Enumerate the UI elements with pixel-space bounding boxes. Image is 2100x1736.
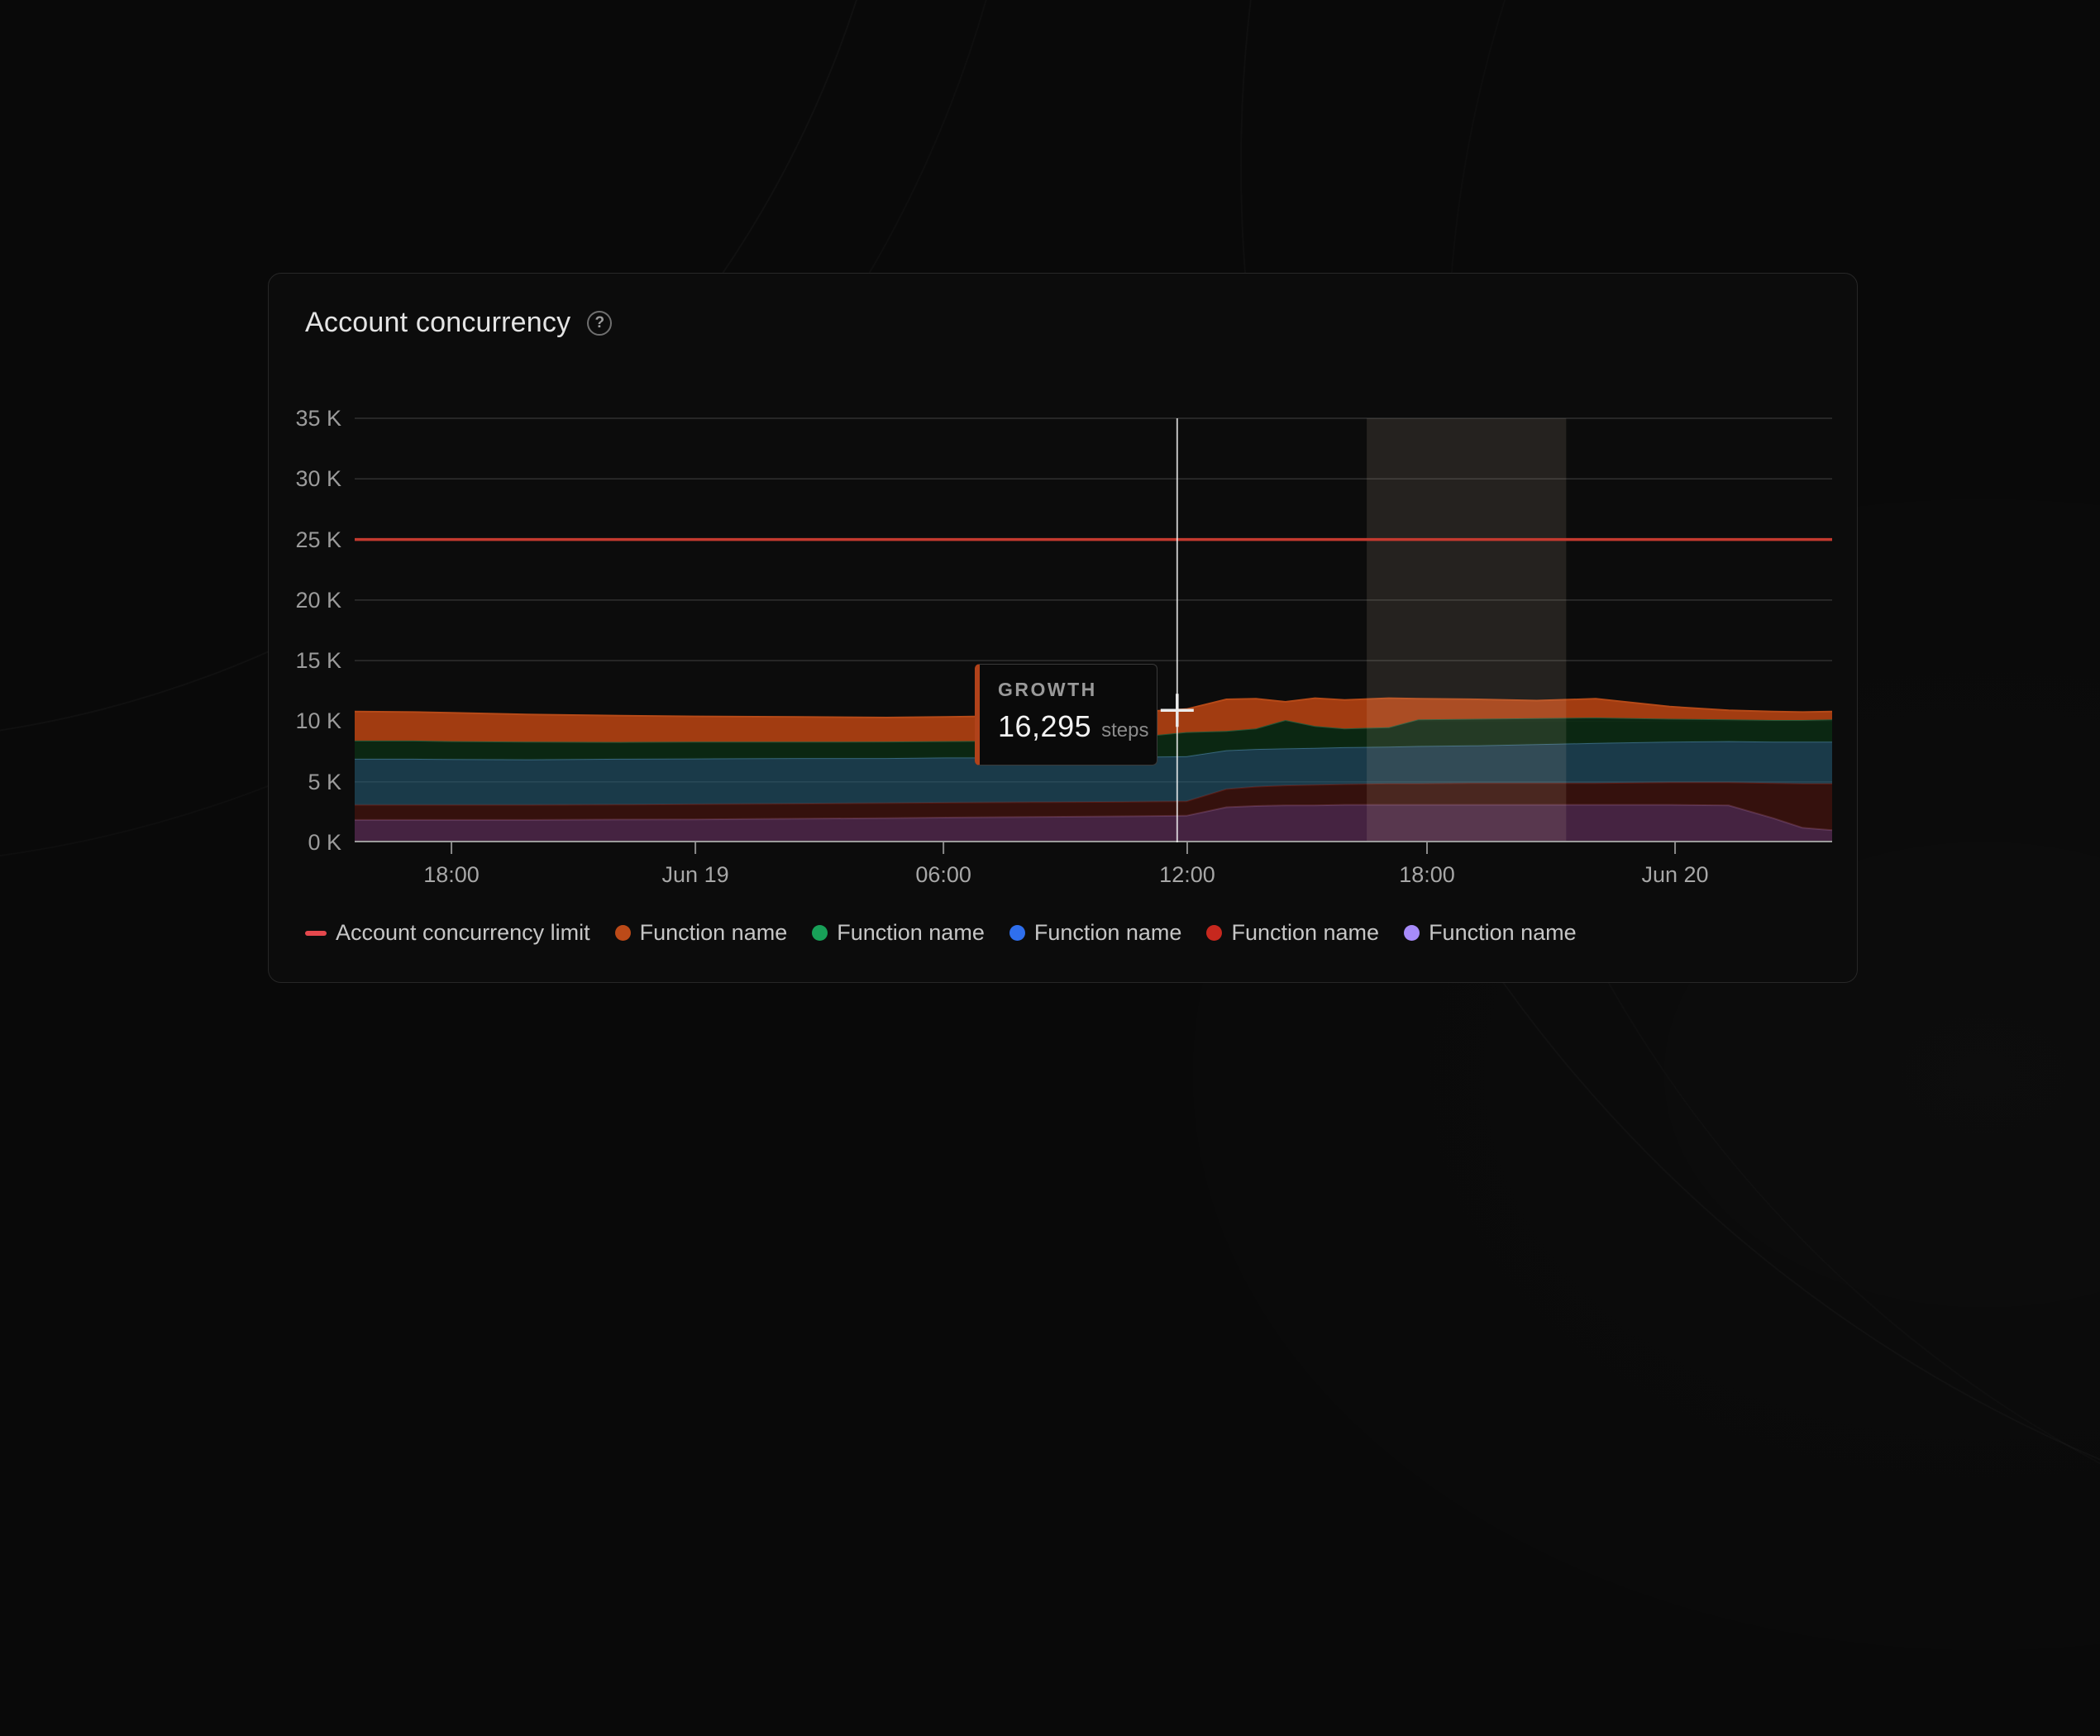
area-series-3 — [355, 718, 1832, 760]
legend-label: Function name — [1429, 920, 1577, 945]
x-axis-label-2: 06:00 — [915, 862, 971, 887]
legend-dot-icon — [1206, 925, 1223, 941]
area-series-4-edge — [354, 697, 1833, 719]
legend-item-function-1[interactable]: Function name — [614, 920, 788, 946]
concurrency-area-chart[interactable] — [354, 417, 1833, 865]
highlighted-time-range[interactable] — [1367, 418, 1567, 842]
legend-label: Function name — [639, 920, 788, 945]
legend-dash-icon — [305, 930, 327, 936]
legend-label: Account concurrency limit — [336, 920, 590, 945]
y-axis-label-35K: 35 K — [295, 406, 341, 431]
x-axis-label-5: Jun 20 — [1641, 862, 1709, 887]
legend-label: Function name — [1231, 920, 1380, 945]
y-axis-label-30K: 30 K — [295, 466, 341, 492]
legend-item-function-5[interactable]: Function name — [1404, 920, 1577, 946]
tooltip-value: 16,295 — [998, 709, 1092, 743]
area-series-1 — [355, 782, 1832, 831]
y-axis-label-25K: 25 K — [295, 527, 341, 552]
legend-dot-icon — [812, 925, 828, 941]
y-axis-label-20K: 20 K — [295, 587, 341, 613]
tooltip-series-label: GROWTH — [998, 679, 1097, 700]
tooltip-value-row: 16,295 steps — [998, 709, 1148, 744]
y-axis-label-10K: 10 K — [295, 708, 341, 734]
area-series-0-edge — [355, 804, 1833, 832]
chart-tooltip: GROWTH 16,295 steps — [975, 664, 1157, 765]
page-background: { "card": { "title": "Account concurrenc… — [268, 273, 2100, 1736]
legend-label: Function name — [1033, 920, 1182, 945]
legend-label: Function name — [837, 920, 985, 945]
legend-dot-icon — [1404, 925, 1420, 941]
card-header: Account concurrency ? — [305, 307, 613, 339]
x-axis-label-1: Jun 19 — [661, 862, 729, 887]
help-icon[interactable]: ? — [587, 310, 613, 336]
legend-item-function-2[interactable]: Function name — [812, 920, 985, 946]
area-series-2 — [355, 741, 1832, 805]
chart-legend: Account concurrency limit Function name Fu… — [305, 920, 1577, 946]
y-axis-label-15K: 15 K — [295, 648, 341, 674]
y-axis-label-0K: 0 K — [308, 830, 341, 855]
area-series-0 — [355, 804, 1832, 842]
account-concurrency-card: Account concurrency ? 0 K 5 K 10 K 15 K 20 K… — [268, 273, 1858, 983]
legend-item-function-4[interactable]: Function name — [1206, 920, 1379, 946]
y-axis-label-5K: 5 K — [308, 769, 341, 794]
legend-dot-icon — [1009, 925, 1025, 941]
page-title: Account concurrency — [305, 307, 571, 338]
legend-dot-icon — [614, 925, 631, 941]
x-axis-label-4: 18:00 — [1399, 862, 1455, 887]
legend-item-limit[interactable]: Account concurrency limit — [305, 920, 590, 946]
legend-item-function-3[interactable]: Function name — [1009, 920, 1182, 946]
tooltip-unit: steps — [1101, 719, 1149, 742]
x-axis-label-3: 12:00 — [1159, 862, 1215, 887]
chart-plot-area: 0 K 5 K 10 K 15 K 20 K 25 K 30 K 35 K 18:00 Jun … — [295, 406, 1833, 887]
x-axis-label-0: 18:00 — [423, 862, 480, 887]
